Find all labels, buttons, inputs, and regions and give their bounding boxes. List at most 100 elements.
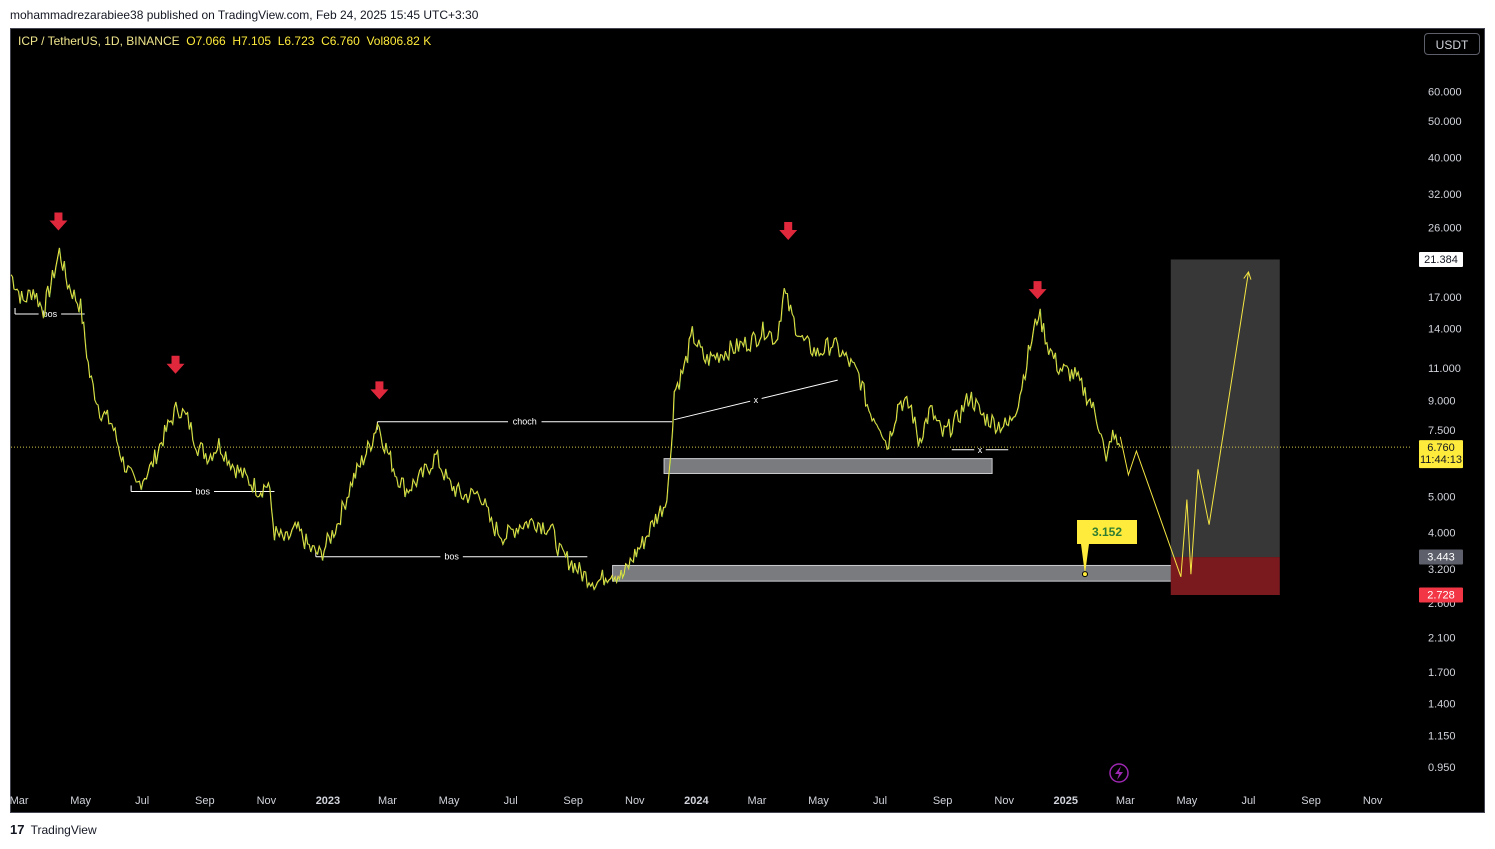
structure-label: bos — [196, 486, 211, 496]
y-tick-label: 40.000 — [1428, 152, 1462, 164]
structure-label-bg — [191, 486, 215, 497]
x-tick-label: May — [70, 795, 91, 807]
structure-label-bg — [440, 551, 463, 562]
callout-anchor-dot — [1081, 571, 1088, 578]
position-box-layer — [1170, 259, 1280, 595]
x-tick-label: Nov — [1363, 795, 1383, 807]
symbol-legend: ICP / TetherUS, 1D, BINANCE O7.066 H7.10… — [18, 34, 431, 48]
x-tick-label: Jul — [1241, 795, 1255, 807]
price-series-layer — [10, 247, 1122, 591]
ohlc-high: H7.105 — [232, 34, 272, 48]
structure-label: x — [978, 445, 983, 455]
y-tick-label: 0.950 — [1428, 762, 1456, 774]
red-down-arrow-icon — [370, 381, 389, 400]
red-down-arrow-icon — [1028, 281, 1047, 300]
footer-brand-text: TradingView — [30, 823, 97, 837]
x-tick-label: Sep — [933, 795, 953, 807]
y-tick-label: 50.000 — [1428, 116, 1462, 128]
x-axis: Mar May Jul Sep Nov 2023 Mar May Jul Sep Nov 2024 Ma… — [10, 795, 1383, 807]
projection-arrowhead — [1243, 270, 1252, 280]
red-down-arrow-icon — [166, 355, 185, 374]
x-tick-label: Sep — [195, 795, 215, 807]
projection-path — [1119, 271, 1249, 577]
target-profit-box — [1170, 259, 1280, 558]
stop-loss-box — [1170, 557, 1280, 595]
x-tick-label: Nov — [994, 795, 1014, 807]
y-tick-label: 4.000 — [1428, 528, 1456, 540]
volume-value: Vol806.82 K — [366, 34, 432, 48]
ohlc-close: C6.760 — [321, 34, 360, 48]
entry-price-label: 3.443 — [1427, 552, 1455, 564]
currency-unit-button[interactable]: USDT — [1424, 33, 1480, 55]
y-tick-label: 60.000 — [1428, 86, 1462, 98]
structure-label: bos — [444, 552, 459, 562]
structure-label: x — [754, 395, 759, 405]
y-tick-label: 7.500 — [1428, 425, 1456, 437]
zone-layer — [612, 458, 1233, 582]
arrows-layer — [49, 212, 1047, 400]
projection-layer — [1119, 270, 1252, 577]
x-tick-label: Jul — [873, 795, 887, 807]
target-price-label: 21.384 — [1424, 254, 1458, 266]
x-tick-label: Mar — [1116, 795, 1135, 807]
stop-price-label-bg — [1419, 587, 1463, 603]
entry-price-label-bg — [1419, 549, 1463, 565]
ohlc-low: L6.723 — [277, 34, 315, 48]
x-tick-label: May — [439, 795, 460, 807]
footer-brand: 17 TradingView — [10, 822, 97, 837]
replay-lightning-icon[interactable] — [1109, 763, 1129, 783]
symbol-name[interactable]: ICP / TetherUS, 1D, BINANCE — [18, 34, 180, 48]
x-tick-label: 2023 — [316, 795, 340, 807]
y-tick-label: 32.000 — [1428, 189, 1462, 201]
last-price-label: 11:44:13 — [1420, 454, 1462, 466]
structure-label: choch — [513, 417, 537, 427]
y-tick-label: 26.000 — [1428, 223, 1462, 235]
last-price-label-bg — [1419, 440, 1463, 469]
x-tick-label: Jul — [135, 795, 149, 807]
x-tick-label: May — [808, 795, 829, 807]
x-tick-label: May — [1177, 795, 1198, 807]
x-tick-label: Mar — [10, 795, 29, 807]
y-tick-label: 11.000 — [1428, 363, 1461, 375]
last-price-label: 6.760 — [1427, 442, 1455, 454]
callout-label: 3.152 — [1092, 525, 1122, 539]
y-tick-label: 1.700 — [1428, 667, 1456, 679]
callout-layer: 3.152 — [1077, 520, 1137, 578]
y-tick-label: 9.000 — [1428, 395, 1456, 407]
y-axis: 60.000 50.000 40.000 32.000 26.000 17.000 14.0… — [1428, 86, 1462, 774]
publish-header: mohammadrezarabiee38 published on Tradin… — [0, 0, 1495, 28]
x-tick-label: Mar — [378, 795, 397, 807]
y-tick-label: 14.000 — [1428, 323, 1462, 335]
structure-label-bg — [508, 416, 542, 427]
structure-label: bos — [43, 309, 58, 319]
y-tick-label: 1.150 — [1428, 731, 1456, 743]
y-tick-label: 1.400 — [1428, 699, 1456, 711]
target-price-label-bg — [1419, 251, 1463, 267]
callout-bubble — [1077, 520, 1137, 575]
tradingview-logo-icon: 17 — [10, 822, 25, 837]
price-series-line — [10, 247, 1121, 591]
stop-price-label: 2.728 — [1427, 589, 1455, 601]
x-tick-label: Mar — [747, 795, 766, 807]
price-series-shadow — [11, 248, 1122, 591]
x-tick-label: 2024 — [684, 795, 709, 807]
y-tick-label: 17.000 — [1428, 292, 1462, 304]
structure-label-bg — [38, 309, 62, 320]
supply-demand-zone — [663, 458, 993, 474]
x-tick-label: Nov — [625, 795, 645, 807]
structure-label-bg — [750, 394, 762, 405]
ohlc-open: O7.066 — [186, 34, 226, 48]
structure-lines-layer: bos bos bos choch x x — [14, 308, 1009, 562]
x-tick-label: 2025 — [1054, 795, 1078, 807]
x-tick-label: Jul — [504, 795, 518, 807]
x-tick-label: Sep — [563, 795, 583, 807]
y-tick-label: 3.200 — [1428, 564, 1456, 576]
structure-label-bg — [974, 444, 986, 455]
y-tick-label: 2.100 — [1428, 633, 1456, 645]
x-tick-label: Nov — [257, 795, 277, 807]
publish-info-text: mohammadrezarabiee38 published on Tradin… — [10, 8, 479, 22]
red-down-arrow-icon — [779, 222, 798, 241]
red-down-arrow-icon — [49, 212, 68, 231]
